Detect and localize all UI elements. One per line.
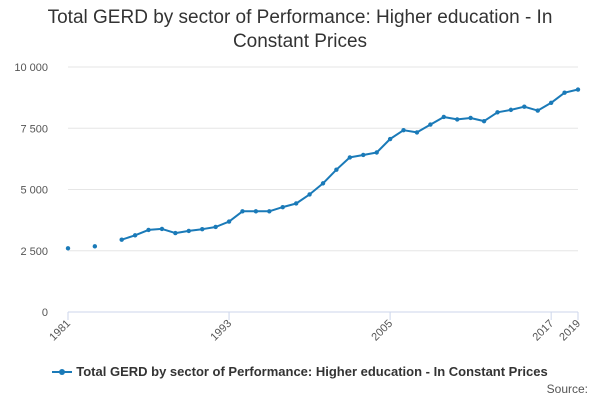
x-tick-label: 1993 (208, 318, 234, 344)
data-point (508, 107, 514, 113)
data-point (401, 128, 406, 133)
data-point (562, 90, 567, 95)
data-point (455, 117, 460, 122)
data-point (92, 244, 98, 249)
data-point (495, 110, 500, 115)
data-point (428, 122, 433, 127)
data-point (173, 230, 178, 236)
data-point (146, 227, 151, 233)
data-point (159, 226, 165, 232)
data-point (213, 224, 218, 230)
data-point (280, 204, 285, 210)
y-tick-label: 2 500 (20, 246, 48, 258)
data-point (347, 155, 353, 160)
data-point (548, 100, 554, 105)
y-tick-label: 10 000 (14, 62, 48, 74)
x-tick-label: 2005 (369, 318, 395, 344)
x-tick-label: 1981 (47, 318, 73, 344)
data-point (575, 87, 581, 92)
data-point (361, 152, 366, 158)
x-tick-label: 2017 (530, 318, 556, 344)
chart-title: Total GERD by sector of Performance: Hig… (47, 7, 553, 52)
data-point (65, 246, 71, 251)
series-line (121, 88, 579, 241)
data-point (374, 150, 379, 155)
data-point (441, 114, 446, 120)
legend-line-marker-icon (52, 367, 73, 377)
data-point (267, 209, 272, 214)
data-point (481, 118, 487, 124)
data-point (132, 233, 138, 238)
data-point (307, 192, 312, 197)
data-point (119, 237, 124, 242)
x-tick-label: 2019 (557, 318, 583, 344)
data-point (320, 181, 326, 186)
legend-label: Total GERD by sector of Performance: Hig… (76, 364, 548, 379)
data-point (200, 226, 205, 232)
data-point (468, 115, 473, 121)
source-label: Source: (546, 382, 588, 396)
data-point (226, 219, 232, 224)
y-tick-label: 0 (42, 307, 48, 319)
y-tick-label: 5 000 (20, 185, 48, 197)
data-point (387, 136, 393, 142)
data-point (240, 209, 245, 214)
data-point (253, 209, 259, 214)
data-point (293, 201, 299, 206)
data-point (334, 167, 339, 172)
data-point (186, 228, 191, 234)
data-point (414, 130, 420, 135)
data-point (535, 108, 540, 113)
y-tick-label: 7 500 (20, 123, 48, 135)
data-point (522, 104, 527, 109)
legend[interactable]: Total GERD by sector of Performance: Hig… (0, 364, 600, 379)
